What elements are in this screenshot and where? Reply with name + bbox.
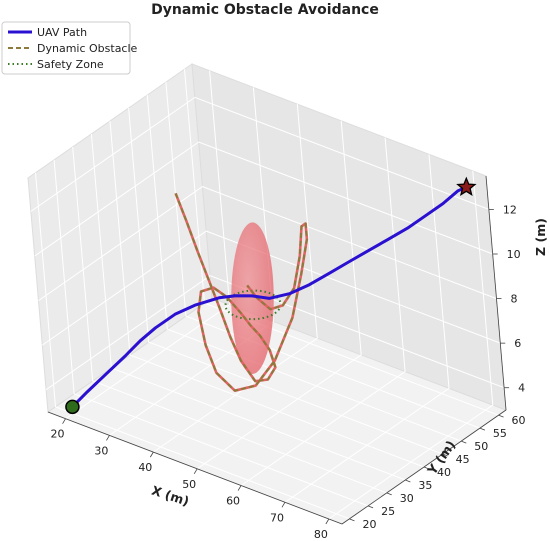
x-tick-label: 60: [226, 495, 240, 508]
grid-line-z: [42, 230, 501, 346]
y-tick-label: 45: [456, 453, 470, 466]
x-tick-label: 30: [94, 444, 108, 457]
z-tick-label: 8: [510, 293, 517, 306]
z-tick-label: 12: [503, 203, 517, 216]
x-tick-mark: [106, 435, 110, 441]
x-tick-mark: [149, 451, 154, 458]
x-tick-label: 20: [51, 428, 65, 441]
legend: UAV Path Dynamic Obstacle Safety Zone: [1, 21, 138, 75]
chart-tick-labels: 20 30 40 50 60 70 80 20 25 30 35 40 45 50 55 60 4 6 8 10 12: [51, 203, 526, 541]
x-tick-label: 50: [182, 478, 196, 491]
x-axis-line: [47, 411, 343, 525]
z-axis-label: Z (m): [533, 218, 548, 256]
z-tick-label: 10: [507, 248, 521, 261]
y-tick-mark: [386, 492, 392, 496]
goal-star-marker: [456, 176, 477, 196]
legend-uav-path-label: UAV Path: [37, 26, 87, 39]
x-tick-label: 80: [314, 528, 328, 541]
y-tick-label: 35: [418, 479, 432, 492]
y-tick-label: 55: [493, 427, 507, 440]
obstacle-trajectory-line: [174, 193, 308, 392]
x-tick-mark: [62, 418, 66, 424]
grid-line-z: [45, 275, 505, 391]
y-tick-mark: [442, 453, 448, 457]
start-marker: [65, 399, 80, 415]
y-tick-label: 60: [512, 414, 526, 427]
z-tick-label: 6: [514, 337, 521, 350]
chart-grid: [30, 69, 505, 520]
grid-line-z: [30, 96, 490, 212]
y-tick-mark: [423, 466, 430, 470]
z-tick-label: 4: [518, 382, 525, 395]
legend-safety-zone-label: Safety Zone: [37, 58, 104, 71]
y-tick-mark: [461, 440, 467, 444]
x-tick-label: 70: [270, 511, 284, 524]
y-tick-mark: [349, 518, 355, 522]
z-axis-line: [485, 175, 507, 411]
chart-plot-area: [65, 176, 477, 415]
chart-axes: [47, 175, 510, 525]
x-tick-mark: [325, 518, 330, 525]
y-tick-label: 20: [362, 518, 376, 531]
y-tick-label: 50: [474, 440, 488, 453]
y-tick-mark: [367, 505, 374, 509]
x-tick-label: 40: [138, 461, 152, 474]
chart-title: Dynamic Obstacle Avoidance: [151, 2, 379, 18]
uav-path-line: [70, 185, 468, 409]
y-tick-mark: [479, 427, 486, 431]
y-tick-mark: [498, 414, 504, 418]
obstacle-ellipsoid: [231, 222, 274, 374]
grid-line-z: [34, 141, 493, 257]
y-tick-label: 40: [437, 466, 451, 479]
legend-frame: [1, 21, 131, 75]
x-tick-mark: [281, 502, 286, 508]
x-tick-mark: [237, 485, 242, 491]
y-tick-label: 30: [400, 492, 414, 505]
grid-line-z: [38, 186, 497, 302]
legend-dynamic-obstacle-label: Dynamic Obstacle: [37, 42, 138, 55]
x-tick-mark: [193, 468, 198, 475]
y-tick-mark: [405, 479, 411, 483]
y-tick-label: 25: [381, 505, 395, 518]
